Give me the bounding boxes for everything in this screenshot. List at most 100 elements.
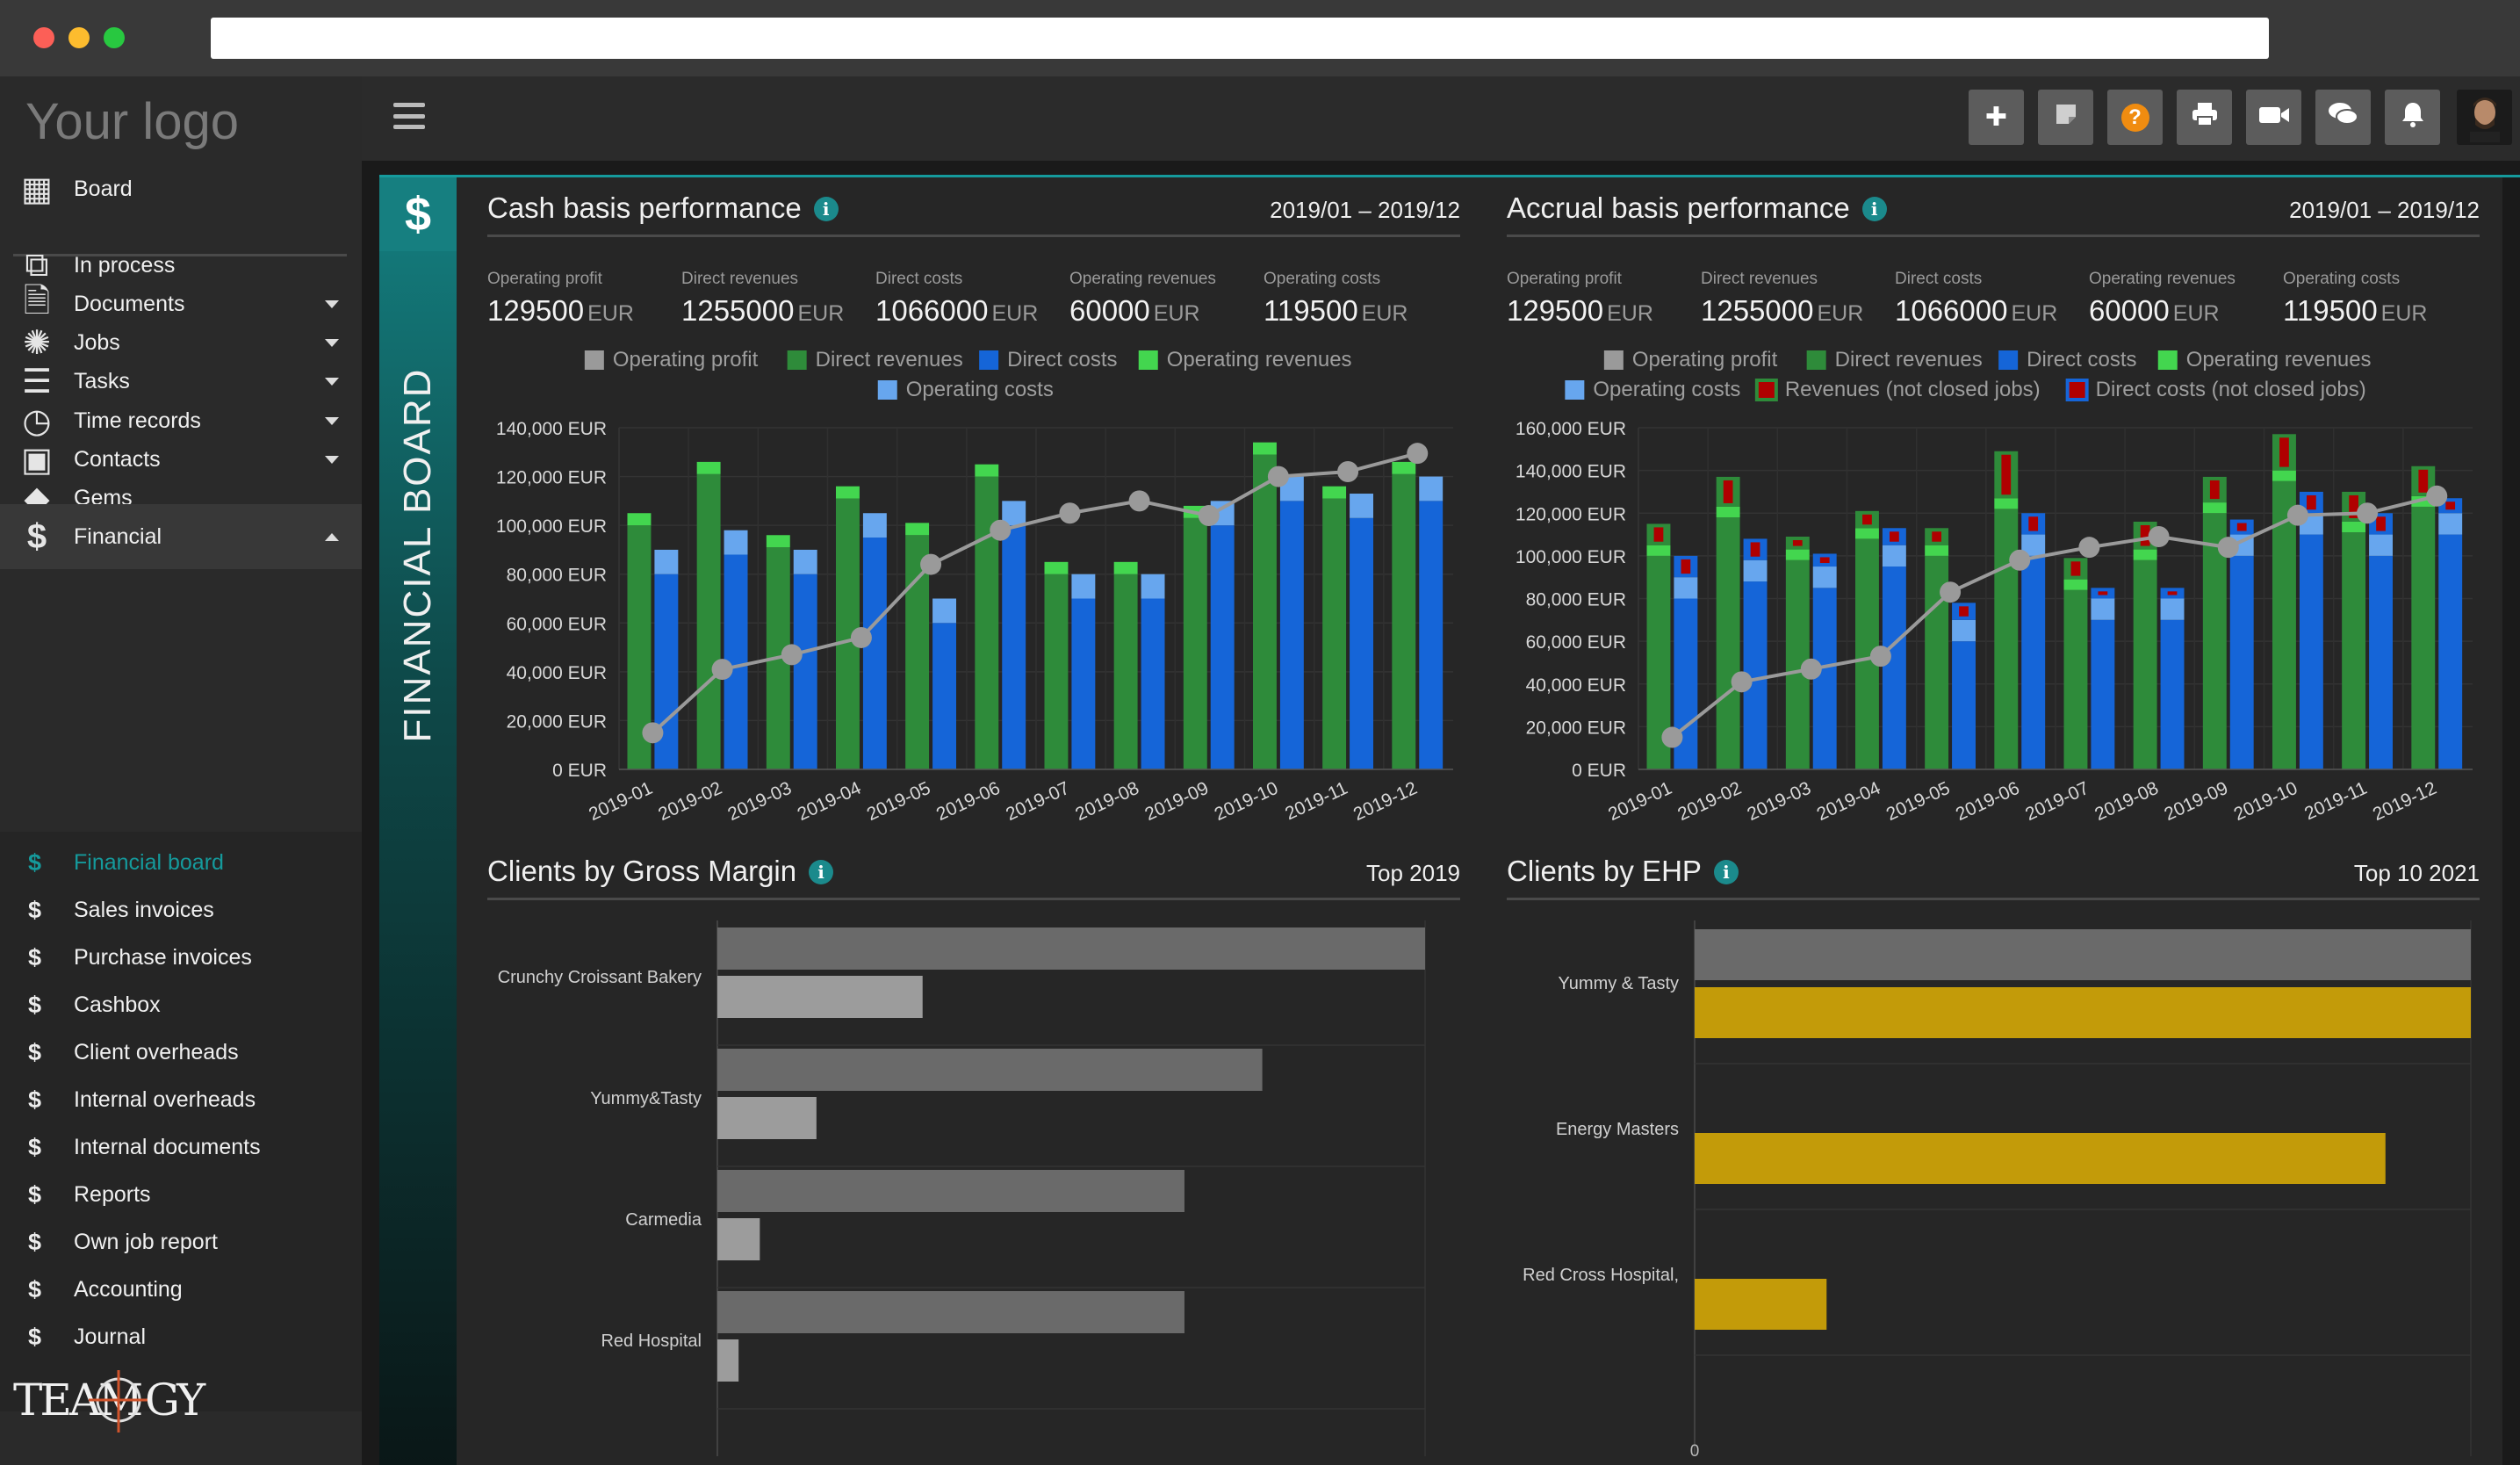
chevron-down-icon[interactable] (325, 455, 339, 464)
submenu-item-reports[interactable]: $ Reports (0, 1171, 362, 1218)
operating-profit-point (1940, 581, 1962, 603)
info-icon[interactable]: i (809, 860, 834, 884)
sidebar-item-time-records[interactable]: ◷ Time records (0, 388, 362, 453)
sidebar-item-board[interactable]: ▦ Board (0, 156, 362, 221)
y-tick-label: 40,000 EUR (1526, 675, 1626, 696)
print-icon (2191, 101, 2219, 134)
submenu-item-internal-overheads[interactable]: $ Internal overheads (0, 1076, 362, 1123)
ehp-title-rule (1507, 898, 2480, 900)
bar-direct-costs (1279, 501, 1304, 769)
logo[interactable]: Your logo (25, 93, 239, 150)
operating-profit-point (2286, 504, 2308, 526)
note-button[interactable] (2038, 90, 2093, 145)
sidebar-item-jobs[interactable]: ✺ Jobs (0, 310, 362, 375)
y-tick-label: 100,000 EUR (1516, 547, 1626, 567)
sidebar-item-contacts[interactable]: ▣ Contacts (0, 427, 362, 492)
cash-chart: Operating profit Direct revenues Direct co… (496, 348, 1453, 825)
bar-primary (1695, 929, 2471, 980)
chevron-down-icon[interactable] (325, 299, 339, 308)
sidebar-item-in-process[interactable]: ⧉ In process (0, 233, 362, 298)
category-label: Yummy & Tasty (1559, 974, 1679, 993)
sidebar-item-tasks[interactable]: ☰ Tasks (0, 349, 362, 414)
operating-profit-point (1731, 671, 1753, 693)
accrual-period[interactable]: 2019/01 – 2019/12 (2289, 197, 2480, 223)
video-button[interactable] (2246, 90, 2301, 145)
dollar-icon: $ (28, 1323, 42, 1350)
bar-operating-revenues (2063, 579, 2088, 590)
submenu-item-accounting[interactable]: $ Accounting (0, 1266, 362, 1313)
kpi-label: Direct revenues (681, 270, 799, 288)
bar-direct-costs (1350, 517, 1373, 769)
bar-direct-revenues (1994, 509, 2019, 769)
bar-operating-costs (1952, 619, 1976, 642)
bar-operating-revenues (905, 523, 930, 536)
rocket-icon: ✺ (23, 324, 51, 362)
cash-panel: Cash basis performance i 2019/01 – 2019/1… (487, 177, 1460, 827)
chevron-down-icon[interactable] (325, 377, 339, 386)
kpi-value-row: 129500 EUR (487, 294, 634, 328)
x-tick-label: 2019-11 (1282, 778, 1350, 825)
user-avatar[interactable] (2457, 90, 2512, 145)
submenu-item-purchase-invoices[interactable]: $ Purchase invoices (0, 934, 362, 981)
submenu-item-own-job-report[interactable]: $ Own job report (0, 1218, 362, 1266)
kpi-operating-profit: Operating profit 129500 EUR (487, 270, 634, 328)
bar-operating-revenues (1322, 486, 1347, 499)
info-icon[interactable]: i (1861, 197, 1887, 221)
bar-direct-costs (2160, 619, 2185, 769)
submenu-item-sales-invoices[interactable]: $ Sales invoices (0, 886, 362, 934)
bar-direct-revenues (2342, 532, 2366, 769)
bar-operating-costs (1071, 574, 1096, 599)
chevron-up-icon[interactable] (325, 532, 339, 541)
minimize-window-button[interactable] (68, 27, 90, 48)
plus-icon: ✚ (1984, 103, 2008, 132)
kpi-operating-revenues: Operating revenues 60000 EUR (1069, 270, 1216, 328)
operating-profit-point (1661, 726, 1683, 748)
chevron-down-icon[interactable] (325, 416, 339, 425)
bell-button[interactable] (2385, 90, 2440, 145)
submenu-item-financial-board[interactable]: $ Financial board (0, 839, 362, 886)
accrual-panel-title: Accrual basis performance i (1507, 191, 1887, 225)
bar-direct-costs (1952, 641, 1976, 769)
submenu-item-journal[interactable]: $ Journal (0, 1313, 362, 1360)
close-window-button[interactable] (33, 27, 54, 48)
sidebar-item-financial[interactable]: $ Financial (0, 504, 362, 569)
help-button[interactable]: ? (2107, 90, 2163, 145)
info-icon[interactable]: i (1713, 860, 1739, 884)
sidebar-item-label: Contacts (74, 446, 161, 472)
sidebar-item-documents[interactable]: 🗎 Documents (0, 271, 362, 336)
gross-margin-panel: Clients by Gross Margin i Top 2019 Crunch… (487, 841, 1460, 1465)
operating-profit-point (2357, 502, 2379, 524)
sidebar-item-label: Documents (74, 291, 185, 316)
bar-costs-not-closed-inner (2445, 502, 2456, 510)
address-bar[interactable] (211, 18, 2269, 59)
ehp-period[interactable]: Top 10 2021 (2353, 860, 2480, 886)
dollar-icon: $ (28, 991, 42, 1018)
info-icon[interactable]: i (813, 197, 839, 221)
cash-period[interactable]: 2019/01 – 2019/12 (1270, 197, 1460, 223)
bar-operating-revenues (2342, 521, 2366, 533)
legend-label: Operating costs (1593, 378, 1740, 401)
gross-margin-period[interactable]: Top 2019 (1366, 860, 1460, 886)
kpi-unit: EUR (991, 301, 1039, 326)
print-button[interactable] (2177, 90, 2232, 145)
plus-button[interactable]: ✚ (1969, 90, 2024, 145)
x-tick-label: 2019-08 (1072, 778, 1142, 825)
bar-operating-costs (862, 513, 887, 538)
bar-costs-not-closed-inner (2236, 523, 2247, 531)
bar-direct-revenues (2411, 506, 2436, 769)
maximize-window-button[interactable] (104, 27, 125, 48)
submenu-item-cashbox[interactable]: $ Cashbox (0, 981, 362, 1028)
sidebar-item-label: Board (74, 176, 133, 201)
bar-operating-costs (2438, 513, 2463, 535)
submenu-item-internal-documents[interactable]: $ Internal documents (0, 1123, 362, 1171)
y-tick-label: 0 EUR (552, 761, 607, 781)
y-tick-label: 120,000 EUR (496, 468, 607, 488)
legend-label: Operating costs (906, 378, 1054, 401)
chat-button[interactable] (2315, 90, 2371, 145)
kpi-unit: EUR (1153, 301, 1200, 326)
menu-toggle-icon[interactable] (393, 103, 425, 129)
chevron-down-icon[interactable] (325, 338, 339, 347)
bar-operating-revenues (1994, 498, 2019, 509)
submenu-item-client-overheads[interactable]: $ Client overheads (0, 1028, 362, 1076)
bar-costs-not-closed-inner (1959, 606, 1969, 617)
